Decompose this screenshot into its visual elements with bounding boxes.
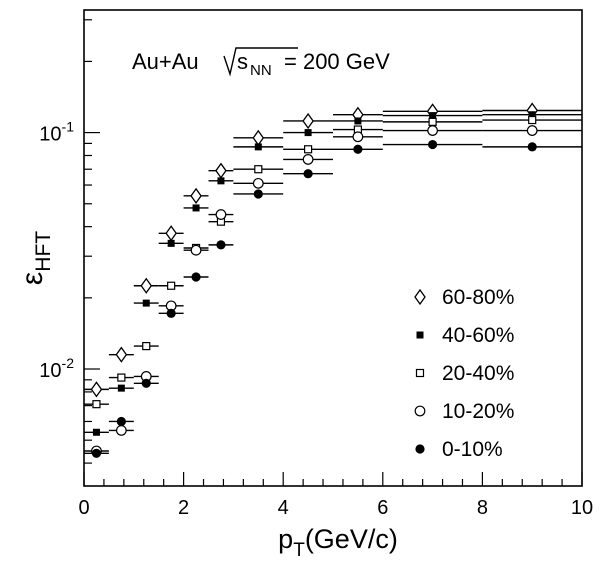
data-point [117, 384, 125, 392]
series-0-10% [84, 139, 582, 458]
legend-label: 20-40% [442, 362, 514, 385]
data-point [253, 189, 263, 199]
y-tick-label: 10-2 [39, 355, 74, 382]
data-point [90, 381, 103, 398]
data-point [252, 177, 264, 189]
legend-marker [415, 368, 425, 378]
legend-label: 60-80% [442, 286, 514, 309]
x-tick-label: 8 [477, 497, 488, 519]
data-point [304, 145, 313, 154]
x-axis-title-rest: (GeV/c) [305, 524, 398, 554]
y-tick-label-base: 10 [39, 124, 61, 146]
legend: 60-80% 40-60% 20-40% 10-20% 0-10% [414, 286, 514, 461]
data-point [252, 129, 265, 146]
x-axis-title-sub: T [293, 540, 305, 561]
y-axis-title: εHFT [16, 231, 55, 285]
y-tick-label-exp: -2 [62, 355, 75, 371]
legend-marker [414, 288, 426, 306]
x-tick-label: 10 [571, 497, 593, 519]
axis-ticks [83, 19, 583, 486]
data-point [167, 239, 175, 247]
data-point [215, 162, 227, 179]
y-axis-title-main: ε [16, 272, 49, 285]
data-point [117, 373, 126, 382]
data-point [116, 416, 126, 427]
annotation-sqrt-sub: NN [250, 62, 272, 79]
x-axis-title: pT(GeV/c) [278, 524, 398, 561]
annotation-sqrt-s: s [237, 49, 248, 74]
x-tick-labels: 0 2 4 6 8 10 [78, 497, 593, 519]
data-point [254, 165, 263, 174]
data-point [427, 125, 439, 136]
data-point [190, 187, 202, 204]
x-tick-label: 2 [178, 497, 189, 519]
data-point [302, 112, 314, 130]
data-point [303, 169, 313, 179]
data-point [428, 117, 437, 126]
y-tick-labels: 10-210-1 [39, 119, 74, 382]
series-20-40% [84, 115, 582, 409]
legend-marker [416, 331, 424, 339]
x-tick-label: 6 [377, 497, 388, 519]
annotation: Au+Au [132, 49, 199, 74]
data-point [91, 448, 102, 458]
annotation-energy: = 200 GeV [284, 49, 390, 74]
data-point [528, 111, 536, 119]
svg-text:εHFT: εHFT [16, 231, 55, 285]
data-point [429, 112, 437, 120]
x-tick-label: 0 [78, 497, 89, 519]
data-point [254, 143, 262, 151]
data-point [216, 240, 226, 250]
data-point [353, 144, 363, 154]
data-point [115, 424, 127, 436]
x-tick-label: 4 [278, 497, 289, 519]
data-point [352, 131, 364, 143]
data-point [140, 277, 153, 294]
plot-frame [83, 9, 583, 487]
legend-label: 40-60% [442, 324, 514, 347]
data-point [354, 117, 362, 125]
x-axis-title-main: p [278, 524, 293, 554]
data-point [302, 154, 314, 165]
data-point [190, 244, 202, 256]
data-point [215, 209, 227, 220]
legend-marker [415, 444, 425, 454]
data-point [192, 204, 200, 212]
legend-label: 10-20% [442, 400, 514, 423]
data-point [142, 341, 151, 351]
y-tick-label-exp: -1 [62, 119, 75, 135]
data-point [142, 299, 150, 307]
legend-marker [414, 405, 426, 417]
data-point [166, 308, 176, 318]
data-point [217, 177, 225, 185]
y-tick-label: 10-1 [39, 119, 74, 146]
data-point [92, 400, 101, 409]
data-point [428, 139, 438, 150]
data-point [191, 272, 201, 282]
data-point [526, 125, 538, 136]
series-40-60% [84, 111, 582, 436]
y-axis-title-sub: HFT [32, 231, 55, 272]
data-point [167, 281, 176, 290]
y-tick-label-base: 10 [39, 360, 61, 382]
data-point [92, 428, 100, 436]
data-point [304, 129, 312, 137]
sqrt-symbol [223, 47, 298, 77]
legend-label: 0-10% [442, 438, 503, 461]
data-point [528, 115, 537, 125]
data-point [527, 142, 537, 152]
data-point [115, 346, 128, 363]
data-point [165, 225, 177, 242]
data-point [141, 378, 151, 388]
data-series [84, 102, 582, 458]
